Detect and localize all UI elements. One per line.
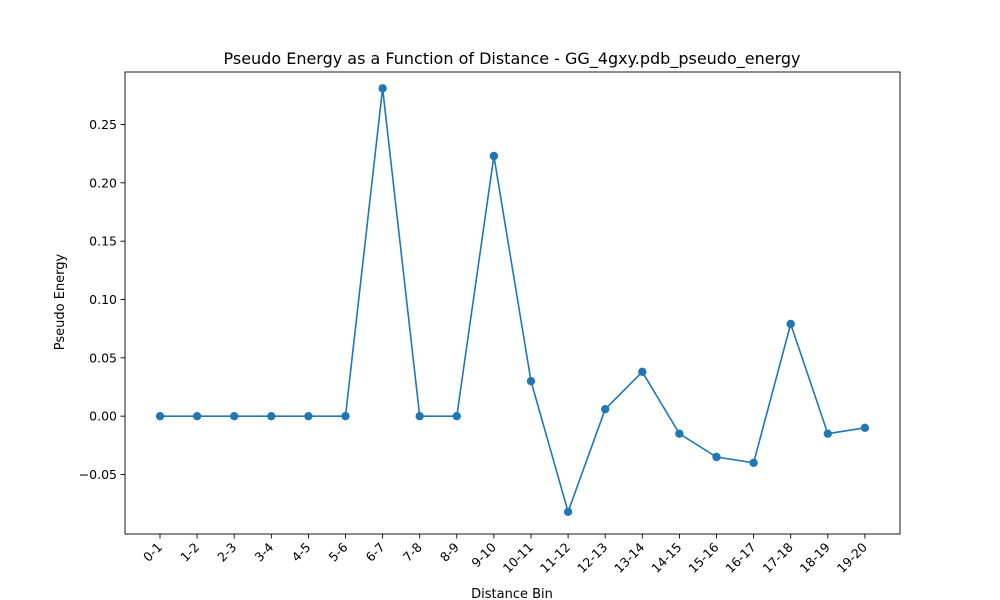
x-tick-label: 8-9 xyxy=(437,539,462,564)
plot-area: −0.05 0.00 0.05 0.10 0.15 0.20 0.25 0-1 1-2 2-3 3-… xyxy=(79,71,901,576)
data-point xyxy=(526,376,536,386)
y-tick-label: 0.20 xyxy=(89,175,117,190)
y-tick-label: 0.05 xyxy=(89,350,117,365)
y-axis-label: Pseudo Energy xyxy=(53,253,68,350)
x-tick-label: 11-12 xyxy=(537,540,573,576)
data-point xyxy=(304,411,313,421)
data-point xyxy=(712,452,721,462)
y-tick-label: 0.00 xyxy=(89,409,117,424)
x-tick-label: 1-2 xyxy=(177,540,202,565)
x-tick-label: 2-3 xyxy=(214,540,239,565)
data-point xyxy=(563,507,573,517)
data-point xyxy=(786,319,795,329)
data-point xyxy=(155,411,165,421)
x-tick-label: 4-5 xyxy=(288,540,313,565)
data-point xyxy=(860,423,870,433)
x-axis-label: Distance Bin xyxy=(471,587,553,600)
chart-title: Pseudo Energy as a Function of Distance … xyxy=(223,49,800,69)
x-tick-label: 17-18 xyxy=(760,539,796,575)
x-tick-label: 9-10 xyxy=(468,539,499,570)
x-tick-label: 15-16 xyxy=(685,539,721,575)
data-point xyxy=(192,411,202,421)
x-tick-label: 18-19 xyxy=(797,539,833,575)
data-point xyxy=(823,429,832,438)
data-point xyxy=(638,367,647,377)
x-tick-label: 16-17 xyxy=(722,540,758,576)
data-point xyxy=(415,411,424,421)
x-tick-label: 7-8 xyxy=(400,539,425,564)
data-point xyxy=(675,429,684,438)
y-tick-label: 0.10 xyxy=(89,292,117,307)
data-point xyxy=(267,411,276,421)
data-point xyxy=(378,84,387,93)
x-tick-label: 12-13 xyxy=(574,540,610,576)
x-tick-label: 10-11 xyxy=(500,540,536,576)
x-tick-label: 5-6 xyxy=(326,539,351,564)
data-point xyxy=(341,411,350,421)
x-tick-label: 13-14 xyxy=(611,539,647,575)
x-tick-label: 14-15 xyxy=(648,540,684,576)
data-point xyxy=(601,404,610,414)
data-point xyxy=(489,151,499,161)
y-tick-label: −0.05 xyxy=(79,467,117,482)
plot-frame xyxy=(124,71,901,535)
x-tick-label: 0-1 xyxy=(140,540,165,565)
data-point xyxy=(749,458,758,468)
x-tick-label: 6-7 xyxy=(363,540,388,565)
data-point xyxy=(452,411,461,421)
x-tick-label: 19-20 xyxy=(834,539,870,575)
x-tick-label: 3-4 xyxy=(251,539,276,564)
y-tick-label: 0.15 xyxy=(89,234,117,249)
series-line xyxy=(160,87,866,513)
y-tick-label: 0.25 xyxy=(89,117,117,132)
data-point xyxy=(230,411,239,421)
